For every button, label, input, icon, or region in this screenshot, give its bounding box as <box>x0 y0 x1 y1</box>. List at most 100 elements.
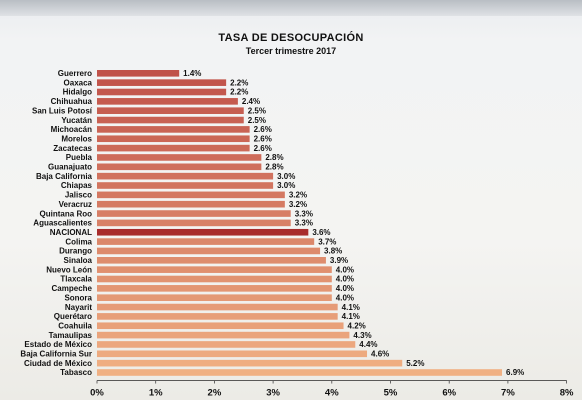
value-label: 3.2% <box>289 191 307 200</box>
bar <box>97 228 309 236</box>
value-label: 2.6% <box>254 125 272 134</box>
bar <box>97 369 503 376</box>
bar <box>97 107 244 114</box>
bar <box>97 98 238 105</box>
category-label: Quintana Roo <box>40 209 93 218</box>
bar <box>97 313 338 320</box>
value-label: 4.0% <box>336 275 354 284</box>
bar <box>97 200 285 208</box>
value-label: 4.2% <box>348 321 366 330</box>
category-label: Sonora <box>64 293 92 302</box>
category-label: NACIONAL <box>50 228 92 237</box>
x-tick-label: 8% <box>560 388 574 399</box>
category-label: Sinaloa <box>64 256 93 265</box>
bar <box>97 350 368 358</box>
category-label: Aguascalientes <box>33 219 92 228</box>
bar <box>97 154 262 161</box>
value-label: 1.4% <box>183 69 201 78</box>
chart-subtitle: Tercer trimestre 2017 <box>245 46 337 56</box>
value-label: 2.8% <box>265 153 283 162</box>
bar <box>97 238 315 245</box>
category-label: San Luis Potosí <box>32 106 93 115</box>
bar <box>97 116 244 124</box>
bar <box>97 359 403 367</box>
x-tick-label: 7% <box>501 388 515 399</box>
value-label: 2.5% <box>248 106 266 115</box>
bar <box>97 126 250 133</box>
bar <box>97 70 180 77</box>
value-label: 6.9% <box>506 368 524 377</box>
bar <box>97 210 291 217</box>
value-label: 2.2% <box>230 78 248 87</box>
value-label: 3.0% <box>277 172 295 181</box>
category-label: Hidalgo <box>63 88 92 97</box>
bar <box>97 182 274 189</box>
category-label: Chihuahua <box>51 97 93 106</box>
category-label: Oaxaca <box>64 78 93 87</box>
value-label: 4.3% <box>353 331 371 340</box>
bar <box>97 247 321 255</box>
category-label: Baja California <box>36 172 93 181</box>
value-label: 5.2% <box>406 359 424 368</box>
bar <box>97 341 356 348</box>
value-label: 2.6% <box>254 134 272 143</box>
value-label: 2.8% <box>265 163 283 172</box>
category-label: Nuevo León <box>46 265 92 274</box>
window-top-bar <box>0 0 582 16</box>
value-label: 4.1% <box>342 312 360 321</box>
value-label: 4.6% <box>371 350 389 359</box>
bar <box>97 79 227 86</box>
category-label: Colima <box>65 237 92 246</box>
bar <box>97 266 332 273</box>
value-label: 2.4% <box>242 97 260 106</box>
bar <box>97 135 250 143</box>
bar <box>97 294 332 301</box>
category-label: Guanajuato <box>48 163 92 172</box>
bar <box>97 88 227 96</box>
category-label: Ciudad de México <box>24 359 92 368</box>
bar <box>97 163 262 171</box>
value-label: 3.3% <box>295 219 313 228</box>
bar <box>97 275 332 283</box>
value-label: 3.6% <box>312 228 330 237</box>
category-label: Yucatán <box>61 116 92 125</box>
x-tick-label: 6% <box>442 388 456 399</box>
chart-title: TASA DE DESOCUPACIÓN <box>218 32 364 44</box>
category-label: Durango <box>59 247 92 256</box>
category-label: Guerrero <box>58 69 92 78</box>
category-label: Estado de México <box>24 340 92 349</box>
category-label: Querétaro <box>54 312 92 321</box>
value-label: 2.2% <box>230 88 248 97</box>
value-label: 4.0% <box>336 293 354 302</box>
value-label: 3.2% <box>289 200 307 209</box>
category-label: Jalisco <box>65 191 92 200</box>
value-label: 4.1% <box>342 303 360 312</box>
value-label: 3.0% <box>277 181 295 190</box>
category-label: Chiapas <box>61 181 93 190</box>
bar <box>97 303 338 311</box>
bar <box>97 191 285 199</box>
x-tick-label: 4% <box>325 388 339 399</box>
value-label: 2.6% <box>254 144 272 153</box>
bar <box>97 172 274 180</box>
x-tick-label: 5% <box>384 388 398 399</box>
bar <box>97 285 332 292</box>
category-label: Baja California Sur <box>20 350 92 359</box>
category-label: Coahuila <box>58 321 92 330</box>
value-label: 3.7% <box>318 237 336 246</box>
category-label: Zacatecas <box>53 144 92 153</box>
category-label: Campeche <box>52 284 93 293</box>
category-label: Tabasco <box>60 368 92 377</box>
value-label: 3.8% <box>324 247 342 256</box>
x-tick-label: 2% <box>208 388 222 399</box>
bar <box>97 144 250 152</box>
x-tick-label: 0% <box>90 388 104 399</box>
category-label: Veracruz <box>59 200 92 209</box>
category-label: Morelos <box>61 134 92 143</box>
category-label: Puebla <box>66 153 93 162</box>
category-label: Michoacán <box>51 125 92 134</box>
value-label: 4.4% <box>359 340 377 349</box>
value-label: 2.5% <box>248 116 266 125</box>
bar <box>97 331 350 339</box>
